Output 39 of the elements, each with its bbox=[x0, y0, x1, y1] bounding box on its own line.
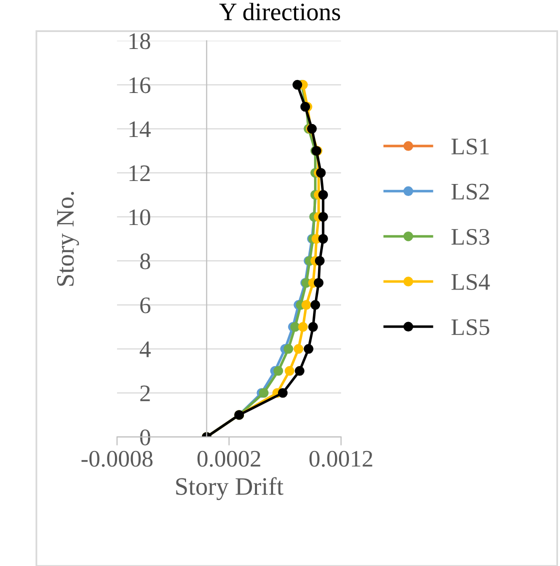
y-tick-label: 6 bbox=[140, 297, 150, 314]
y-tick-label: 8 bbox=[140, 253, 150, 270]
x-tick-label: -0.0008 bbox=[82, 450, 153, 467]
y-axis-title: Story No. bbox=[57, 192, 79, 286]
legend-label: LS1 bbox=[451, 138, 489, 154]
legend-label: LS5 bbox=[451, 319, 490, 336]
legend-label: LS2 bbox=[451, 184, 489, 200]
point bbox=[308, 322, 318, 332]
point bbox=[316, 168, 326, 178]
point bbox=[284, 344, 294, 354]
x-tick-label: 0.0002 bbox=[197, 450, 260, 467]
y-tick-label: 4 bbox=[140, 342, 151, 358]
point bbox=[294, 344, 304, 354]
point bbox=[318, 190, 328, 200]
legend-label: LS4 bbox=[451, 274, 490, 290]
point bbox=[278, 388, 288, 398]
point bbox=[304, 344, 314, 354]
point bbox=[298, 322, 308, 332]
y-tick-label: 16 bbox=[130, 77, 150, 94]
y-tick-label: 14 bbox=[130, 121, 151, 137]
point bbox=[292, 80, 302, 90]
point bbox=[314, 256, 325, 266]
chart-title: Y directions bbox=[219, 2, 340, 20]
y-tick-label: 18 bbox=[130, 33, 150, 50]
legend-label: LS3 bbox=[451, 228, 490, 245]
y-tick-label: 10 bbox=[130, 209, 150, 226]
y-tick-label: 2 bbox=[140, 385, 150, 402]
point bbox=[314, 278, 324, 288]
point bbox=[284, 366, 294, 376]
x-axis-title: Story Drift bbox=[176, 477, 284, 500]
point bbox=[258, 388, 269, 398]
point bbox=[294, 366, 304, 376]
point bbox=[318, 212, 328, 222]
y-tick-label: 12 bbox=[130, 165, 150, 182]
point bbox=[310, 300, 320, 310]
point bbox=[301, 300, 312, 310]
x-tick-label: 0.0012 bbox=[309, 450, 372, 467]
point bbox=[273, 366, 284, 376]
point bbox=[318, 234, 328, 244]
